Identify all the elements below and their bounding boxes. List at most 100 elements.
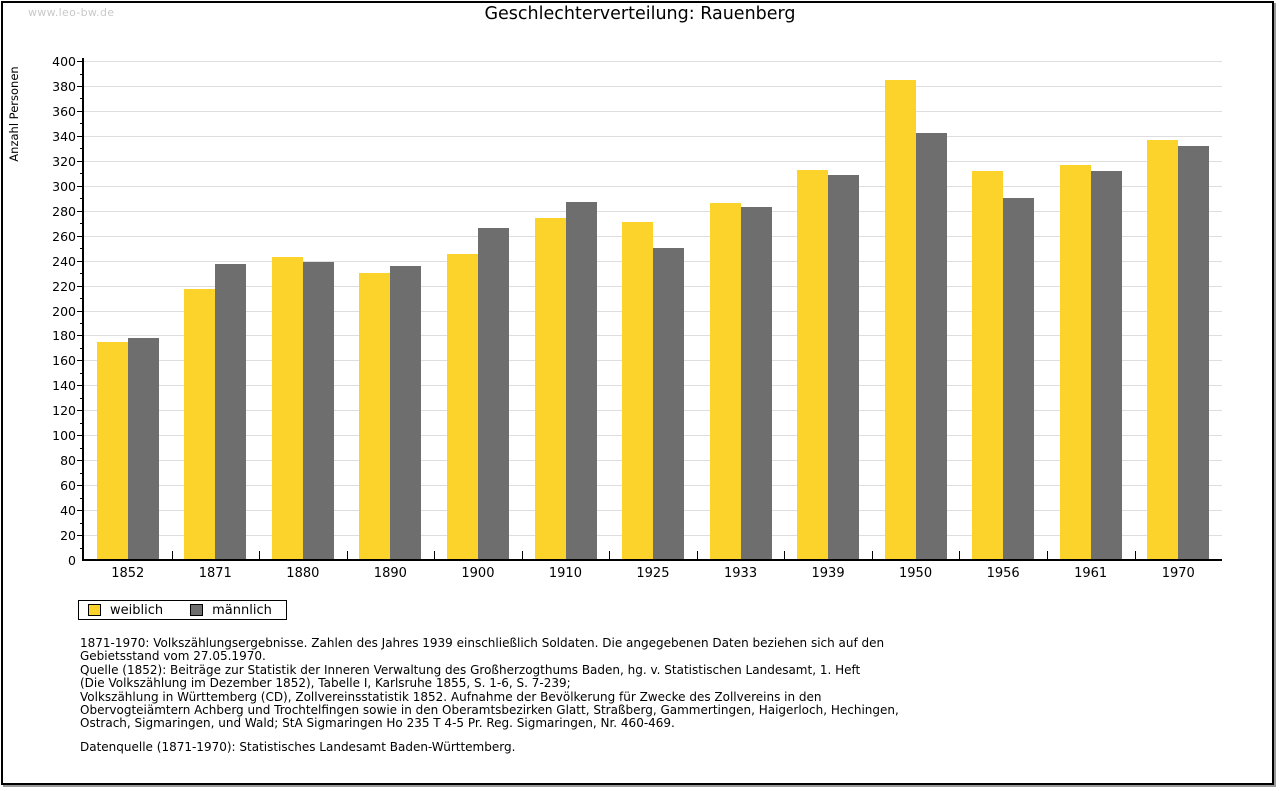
x-category-label: 1852 xyxy=(111,566,145,581)
bar-weiblich-1852 xyxy=(96,341,128,560)
bar-maennlich-1871 xyxy=(215,264,247,560)
x-boundary-tick xyxy=(1046,551,1048,560)
x-category-label: 1910 xyxy=(548,566,582,581)
y-tick-label: 20 xyxy=(60,528,76,543)
bar-weiblich-1910 xyxy=(534,218,566,560)
y-major-tick xyxy=(77,85,84,87)
y-major-tick xyxy=(77,385,84,387)
bar-maennlich-1933 xyxy=(740,207,772,560)
footnote-line: 1871-1970: Volkszählungsergebnisse. Zahl… xyxy=(80,636,885,650)
bar-weiblich-1956 xyxy=(972,170,1004,560)
footnote-line: Quelle (1852): Beiträge zur Statistik de… xyxy=(80,662,861,677)
gridline xyxy=(84,185,1222,187)
x-boundary-tick xyxy=(609,551,611,560)
bar-maennlich-1950 xyxy=(915,133,947,560)
y-major-tick xyxy=(77,210,84,212)
y-major-tick xyxy=(77,510,84,512)
bar-weiblich-1950 xyxy=(884,79,916,560)
y-major-tick xyxy=(77,485,84,487)
footnote-line: (Die Volkszählung im Dezember 1852), Tab… xyxy=(80,676,571,691)
y-major-tick xyxy=(77,310,84,312)
y-tick-label: 160 xyxy=(52,353,76,369)
x-boundary-tick xyxy=(346,551,348,560)
watermark: www.leo-bw.de xyxy=(28,6,115,19)
legend-swatch-maennlich xyxy=(190,604,204,616)
x-boundary-tick xyxy=(434,551,436,560)
y-major-tick xyxy=(77,360,84,362)
bar-maennlich-1939 xyxy=(828,174,860,560)
y-tick-label: 200 xyxy=(52,303,76,319)
bar-weiblich-1890 xyxy=(359,273,391,560)
bar-weiblich-1880 xyxy=(271,256,303,560)
x-category-label: 1871 xyxy=(198,566,232,581)
footnote-line: Obervogteiämtern Achberg und Trochtelfin… xyxy=(80,703,899,718)
x-category-label: 1939 xyxy=(811,566,845,581)
bar-weiblich-1871 xyxy=(184,289,216,560)
x-category-label: 1970 xyxy=(1161,566,1195,581)
legend-label-maennlich: männlich xyxy=(212,602,272,618)
gridline xyxy=(84,235,1222,237)
y-major-tick xyxy=(77,260,84,262)
bar-weiblich-1933 xyxy=(709,203,741,560)
gridline xyxy=(84,110,1222,112)
y-tick-label: 100 xyxy=(52,428,76,444)
footnote-line: Volkszählung in Württemberg (CD), Zollve… xyxy=(80,689,822,704)
y-tick-label: 240 xyxy=(52,253,76,269)
y-major-tick xyxy=(77,235,84,237)
y-tick-label: 40 xyxy=(60,503,76,519)
y-tick-label: 60 xyxy=(60,478,76,494)
footnote-line: Ostrach, Sigmaringen, und Wald; StA Sigm… xyxy=(80,716,675,731)
x-boundary-tick xyxy=(696,551,698,560)
x-boundary-tick xyxy=(521,551,523,560)
y-major-tick xyxy=(77,61,84,62)
legend-label-weiblich: weiblich xyxy=(110,602,164,618)
gridline xyxy=(84,85,1222,87)
x-category-label: 1950 xyxy=(899,566,933,581)
y-tick-label: 400 xyxy=(52,54,76,69)
bar-weiblich-1970 xyxy=(1147,139,1179,560)
bar-weiblich-1925 xyxy=(622,221,653,560)
bar-maennlich-1961 xyxy=(1090,170,1122,560)
y-axis-title: Anzahl Personen xyxy=(7,66,21,162)
y-axis-line xyxy=(82,58,84,561)
x-category-label: 1900 xyxy=(461,566,495,581)
x-boundary-tick xyxy=(259,551,261,560)
y-tick-label: 220 xyxy=(52,278,76,294)
y-tick-label: 300 xyxy=(52,178,76,194)
bar-weiblich-1900 xyxy=(446,254,478,560)
gridline xyxy=(84,210,1222,212)
bar-maennlich-1970 xyxy=(1178,145,1210,560)
x-boundary-tick xyxy=(171,551,173,560)
bar-maennlich-1956 xyxy=(1003,198,1035,560)
x-category-label: 1961 xyxy=(1074,566,1108,581)
x-category-label: 1933 xyxy=(724,566,758,581)
bar-maennlich-1880 xyxy=(302,261,334,560)
y-major-tick xyxy=(77,185,84,187)
x-axis-line xyxy=(82,559,1222,561)
bar-weiblich-1939 xyxy=(797,169,829,560)
x-category-label: 1880 xyxy=(286,566,320,581)
y-tick-label: 0 xyxy=(68,553,76,568)
y-major-tick xyxy=(77,460,84,462)
footnote-datenquelle: Datenquelle (1871-1970): Statistisches L… xyxy=(80,739,516,754)
bar-maennlich-1925 xyxy=(653,248,684,560)
x-boundary-tick xyxy=(871,551,873,560)
x-boundary-tick xyxy=(1134,551,1136,560)
y-major-tick xyxy=(77,335,84,337)
gridline xyxy=(84,135,1222,137)
y-tick-label: 140 xyxy=(52,378,76,394)
y-major-tick xyxy=(77,435,84,437)
y-tick-label: 320 xyxy=(52,153,76,169)
x-boundary-tick xyxy=(959,551,961,560)
x-category-label: 1890 xyxy=(373,566,407,581)
bar-maennlich-1910 xyxy=(565,202,597,560)
legend: weiblich männlich xyxy=(78,600,287,620)
chart-title: Geschlechterverteilung: Rauenberg xyxy=(484,4,796,24)
y-tick-label: 120 xyxy=(52,403,76,419)
footnotes: 1871-1970: Volkszählungsergebnisse. Zahl… xyxy=(80,636,1200,754)
bar-maennlich-1890 xyxy=(390,265,422,560)
y-tick-label: 80 xyxy=(60,453,76,469)
y-major-tick xyxy=(77,110,84,112)
